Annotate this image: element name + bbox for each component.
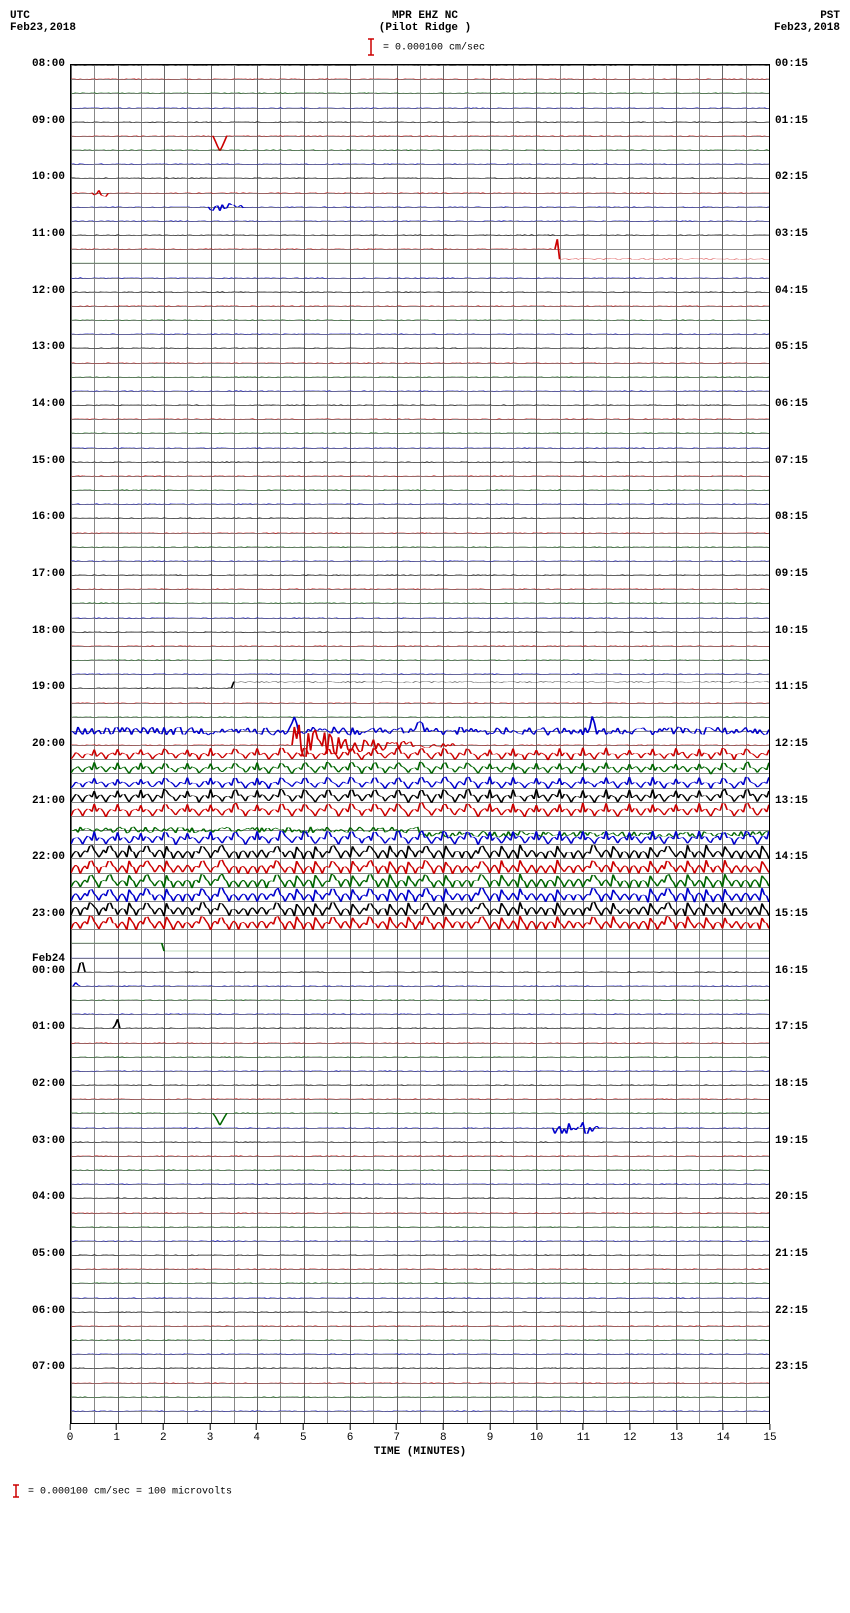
station-location: (Pilot Ridge ) xyxy=(110,22,740,34)
right-date: Feb23,2018 xyxy=(740,22,840,34)
utc-hour-label: 06:00 xyxy=(10,1305,65,1317)
pst-hour-label: 10:15 xyxy=(775,625,835,637)
pst-hour-label: 02:15 xyxy=(775,171,835,183)
utc-hour-label: 19:00 xyxy=(10,681,65,693)
x-tick: 1 xyxy=(113,1424,120,1444)
utc-hour-label: 11:00 xyxy=(10,228,65,240)
utc-hour-label: 20:00 xyxy=(10,738,65,750)
pst-hour-label: 13:15 xyxy=(775,795,835,807)
utc-hour-label: 17:00 xyxy=(10,568,65,580)
x-tick: 14 xyxy=(717,1424,730,1444)
pst-hour-label: 04:15 xyxy=(775,285,835,297)
utc-hour-label: 21:00 xyxy=(10,795,65,807)
utc-hour-label: 13:00 xyxy=(10,341,65,353)
x-tick: 13 xyxy=(670,1424,683,1444)
utc-hour-label: 18:00 xyxy=(10,625,65,637)
pst-hour-label: 05:15 xyxy=(775,341,835,353)
utc-hour-label: 08:00 xyxy=(10,58,65,70)
pst-hour-label: 07:15 xyxy=(775,455,835,467)
plot-wrap: 08:0009:0010:0011:0012:0013:0014:0015:00… xyxy=(10,64,840,1424)
station-code: MPR EHZ NC xyxy=(110,10,740,22)
plot-area xyxy=(70,64,770,1424)
pst-hour-label: 11:15 xyxy=(775,681,835,693)
pst-hour-label: 21:15 xyxy=(775,1248,835,1260)
pst-hour-label: 20:15 xyxy=(775,1191,835,1203)
utc-hour-label: 02:00 xyxy=(10,1078,65,1090)
header: UTC Feb23,2018 MPR EHZ NC (Pilot Ridge )… xyxy=(10,10,840,34)
utc-hour-label: 05:00 xyxy=(10,1248,65,1260)
date-break-label: Feb24 xyxy=(10,953,65,965)
utc-hour-label: 01:00 xyxy=(10,1021,65,1033)
x-tick: 7 xyxy=(393,1424,400,1444)
footer-text: = 0.000100 cm/sec = 100 microvolts xyxy=(28,1487,232,1498)
x-axis: TIME (MINUTES) 0123456789101112131415 xyxy=(70,1424,770,1464)
utc-hour-label: 15:00 xyxy=(10,455,65,467)
pst-hour-label: 22:15 xyxy=(775,1305,835,1317)
scale-text: = 0.000100 cm/sec xyxy=(383,43,485,54)
utc-hour-label: 04:00 xyxy=(10,1191,65,1203)
x-tick: 11 xyxy=(577,1424,590,1444)
pst-hour-label: 08:15 xyxy=(775,511,835,523)
utc-hour-label: 10:00 xyxy=(10,171,65,183)
x-axis-label: TIME (MINUTES) xyxy=(374,1446,466,1458)
utc-hour-label: 12:00 xyxy=(10,285,65,297)
pst-hour-label: 06:15 xyxy=(775,398,835,410)
utc-hour-label: 03:00 xyxy=(10,1135,65,1147)
x-tick: 3 xyxy=(207,1424,214,1444)
x-tick: 4 xyxy=(253,1424,260,1444)
x-tick: 5 xyxy=(300,1424,307,1444)
utc-hour-label: 14:00 xyxy=(10,398,65,410)
pst-hour-label: 15:15 xyxy=(775,908,835,920)
utc-hour-label: 16:00 xyxy=(10,511,65,523)
pst-hour-label: 19:15 xyxy=(775,1135,835,1147)
utc-hour-label: 07:00 xyxy=(10,1361,65,1373)
seismogram-container: UTC Feb23,2018 MPR EHZ NC (Pilot Ridge )… xyxy=(10,10,840,1498)
pst-hour-label: 03:15 xyxy=(775,228,835,240)
pst-hour-label: 16:15 xyxy=(775,965,835,977)
pst-hour-label: 12:15 xyxy=(775,738,835,750)
left-timezone: UTC xyxy=(10,10,110,22)
x-tick: 8 xyxy=(440,1424,447,1444)
x-tick: 6 xyxy=(347,1424,354,1444)
left-date: Feb23,2018 xyxy=(10,22,110,34)
utc-hour-label: 23:00 xyxy=(10,908,65,920)
pst-hour-label: 17:15 xyxy=(775,1021,835,1033)
pst-hour-label: 18:15 xyxy=(775,1078,835,1090)
x-tick: 0 xyxy=(67,1424,74,1444)
right-timezone: PST xyxy=(740,10,840,22)
pst-hour-label: 23:15 xyxy=(775,1361,835,1373)
utc-hour-label: 00:00 xyxy=(10,965,65,977)
x-tick: 9 xyxy=(487,1424,494,1444)
pst-hour-label: 09:15 xyxy=(775,568,835,580)
pst-hour-label: 01:15 xyxy=(775,115,835,127)
pst-hour-label: 14:15 xyxy=(775,851,835,863)
x-tick: 10 xyxy=(530,1424,543,1444)
x-tick: 12 xyxy=(623,1424,636,1444)
x-tick: 2 xyxy=(160,1424,167,1444)
utc-hour-label: 22:00 xyxy=(10,851,65,863)
x-tick: 15 xyxy=(763,1424,776,1444)
pst-hour-label: 00:15 xyxy=(775,58,835,70)
footer: = 0.000100 cm/sec = 100 microvolts xyxy=(10,1484,840,1498)
utc-hour-label: 09:00 xyxy=(10,115,65,127)
scale-legend: = 0.000100 cm/sec xyxy=(10,38,840,56)
